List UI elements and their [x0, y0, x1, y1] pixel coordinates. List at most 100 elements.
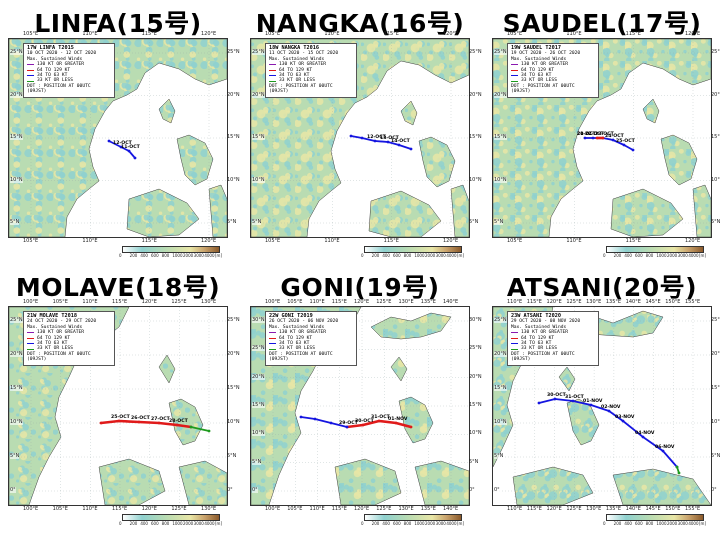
landmass: [178, 460, 227, 505]
legend-swatch: [269, 64, 276, 66]
lon-tick-top: 110°E: [82, 31, 98, 37]
track-dot: [299, 415, 303, 419]
lon-tick-top: 145°E: [645, 299, 661, 305]
lat-tick-right: 10°N: [227, 419, 240, 425]
lon-tick-bottom: 105°E: [507, 238, 523, 244]
lat-tick-left: 0°: [10, 487, 16, 493]
typhoon-track: [300, 416, 348, 428]
lat-tick-left: 10°N: [10, 176, 23, 183]
lat-tick-right: 0°: [469, 487, 475, 493]
track-dot: [675, 465, 679, 469]
track-dot: [137, 420, 141, 424]
lon-tick-top: 115°E: [331, 299, 347, 305]
track-legend: 21W MOLAVE T2018 24 OCT 2020 - 29 OCT 202…: [23, 311, 115, 366]
date-label: 21-OCT: [577, 131, 597, 137]
lat-tick-left: 20°N: [10, 91, 23, 98]
lat-tick-left: 10°N: [494, 419, 507, 425]
legend-row: 33 KT OR LESS: [269, 78, 353, 83]
landmass: [368, 190, 442, 237]
colorbar-tick: 800: [403, 521, 412, 526]
legend-swatch: [511, 75, 518, 77]
lat-tick-left: 5°N: [10, 453, 20, 459]
lat-tick-left: 20°N: [252, 373, 265, 380]
colorbar-tick: [m]: [215, 253, 223, 258]
legend-swatch: [269, 69, 276, 71]
map-frame: 14-OCT 13-OCT 12-OCT 18W NANGKA T2016 11 OCT…: [250, 38, 470, 238]
colorbar-tick: 3000: [677, 521, 688, 526]
lat-tick-left: 25°N: [10, 49, 23, 55]
legend-header: Max. Sustained Winds: [269, 324, 325, 330]
date-label: 31-OCT: [371, 414, 391, 420]
track-dot: [621, 419, 625, 423]
legend-swatch: [269, 332, 276, 334]
lat-tick-left: 25°N: [494, 49, 507, 55]
colorbar-tick: 4000: [446, 253, 457, 258]
track-dot: [394, 421, 398, 425]
track-dot: [537, 401, 541, 405]
lon-tick-top: 105°E: [52, 299, 68, 305]
legend-label: 34 TO 63 KT: [279, 73, 310, 79]
lon-tick-bottom: 135°E: [420, 506, 436, 512]
lat-tick-right: 25°N: [711, 317, 720, 323]
colorbar-tick: 3000: [677, 253, 688, 258]
map-frame: 11-OCT 12-OCT 17W LINFA T2015 10 OCT 2020 -…: [8, 38, 228, 238]
date-label: 14-OCT: [391, 138, 411, 144]
lat-tick-right: 5°N: [227, 219, 237, 225]
date-label: 11-OCT: [121, 144, 141, 150]
lon-tick-bottom: 105°E: [265, 238, 281, 244]
lat-tick-left: 15°N: [10, 134, 23, 140]
lon-tick-bottom: 110°E: [309, 506, 325, 512]
lon-tick-top: 115°E: [526, 299, 542, 305]
lat-tick-right: 20°N: [227, 351, 240, 357]
panel-title: SAUDEL(17号): [502, 9, 702, 38]
track-dot: [349, 134, 353, 138]
lat-tick-left: 20°N: [494, 91, 507, 98]
legend-row: 130 KT OR GREATER: [511, 330, 595, 335]
lon-tick-bottom: 120°E: [546, 506, 562, 512]
lon-tick-top: 150°E: [665, 299, 681, 305]
lon-tick-bottom: 130°E: [201, 506, 217, 512]
legend-label: 33 KT OR LESS: [521, 78, 557, 84]
lon-tick-bottom: 125°E: [566, 506, 582, 512]
legend-row: 33 KT OR LESS: [511, 346, 595, 351]
lon-tick-bottom: 110°E: [566, 238, 582, 244]
date-label: 02-NOV: [601, 404, 621, 410]
legend-label: 64 TO 129 KT: [279, 67, 313, 73]
lon-tick-bottom: 120°E: [201, 238, 217, 244]
legend-swatch: [511, 348, 518, 350]
track-dot: [641, 435, 645, 439]
landmass: [418, 136, 456, 188]
colorbar-tick: 0: [361, 521, 364, 526]
legend-row: 34 TO 63 KT: [269, 341, 353, 346]
lat-tick-right: 5°N: [469, 219, 479, 225]
lon-tick-top: 110°E: [82, 299, 98, 305]
track-legend: 22W GONI T2019 26 OCT 2020 - 06 NOV 2020 M…: [265, 311, 357, 366]
colorbar-tick: 3000: [435, 253, 446, 258]
colorbar-tick: 400: [140, 521, 148, 526]
legend-label: 34 TO 63 KT: [279, 341, 310, 347]
legend-title: 18W NANGKA T2016: [269, 45, 319, 51]
lon-tick-top: 120°E: [201, 31, 217, 37]
legend-header: Max. Sustained Winds: [511, 324, 567, 330]
date-label: 31-OCT: [565, 394, 585, 400]
legend-title: 19W SAUDEL T2017: [511, 45, 561, 51]
legend-label: 33 KT OR LESS: [37, 346, 73, 352]
map-canvas: 06-NOV 04-NOV 03-NOV 02-NOV01-NOV31-OCT30-O…: [493, 307, 711, 505]
legend-header: Max. Sustained Winds: [27, 56, 83, 62]
legend-label: 130 KT OR GREATER: [521, 330, 569, 336]
colorbar-tick: 200: [129, 253, 138, 258]
lat-tick-right: 0°: [227, 487, 233, 493]
panel-title: ATSANI(20号): [506, 273, 698, 302]
lon-tick-top: 105°E: [507, 31, 523, 37]
lat-tick-right: 10°N: [227, 176, 240, 183]
legend-dot-note: DOT : POSITION AT 00UTC (09JST): [511, 83, 575, 95]
legend-label: 33 KT OR LESS: [279, 78, 315, 84]
colorbar-tick: 1000: [656, 253, 667, 258]
lon-tick-top: 135°E: [420, 299, 436, 305]
track-dot: [207, 429, 211, 433]
date-label: 24-OCT: [605, 133, 625, 139]
track-dot: [611, 138, 615, 142]
lon-tick-top: 120°E: [443, 31, 459, 37]
legend-title: 17W LINFA T2015: [27, 45, 74, 51]
lon-tick-top: 130°E: [586, 299, 602, 305]
